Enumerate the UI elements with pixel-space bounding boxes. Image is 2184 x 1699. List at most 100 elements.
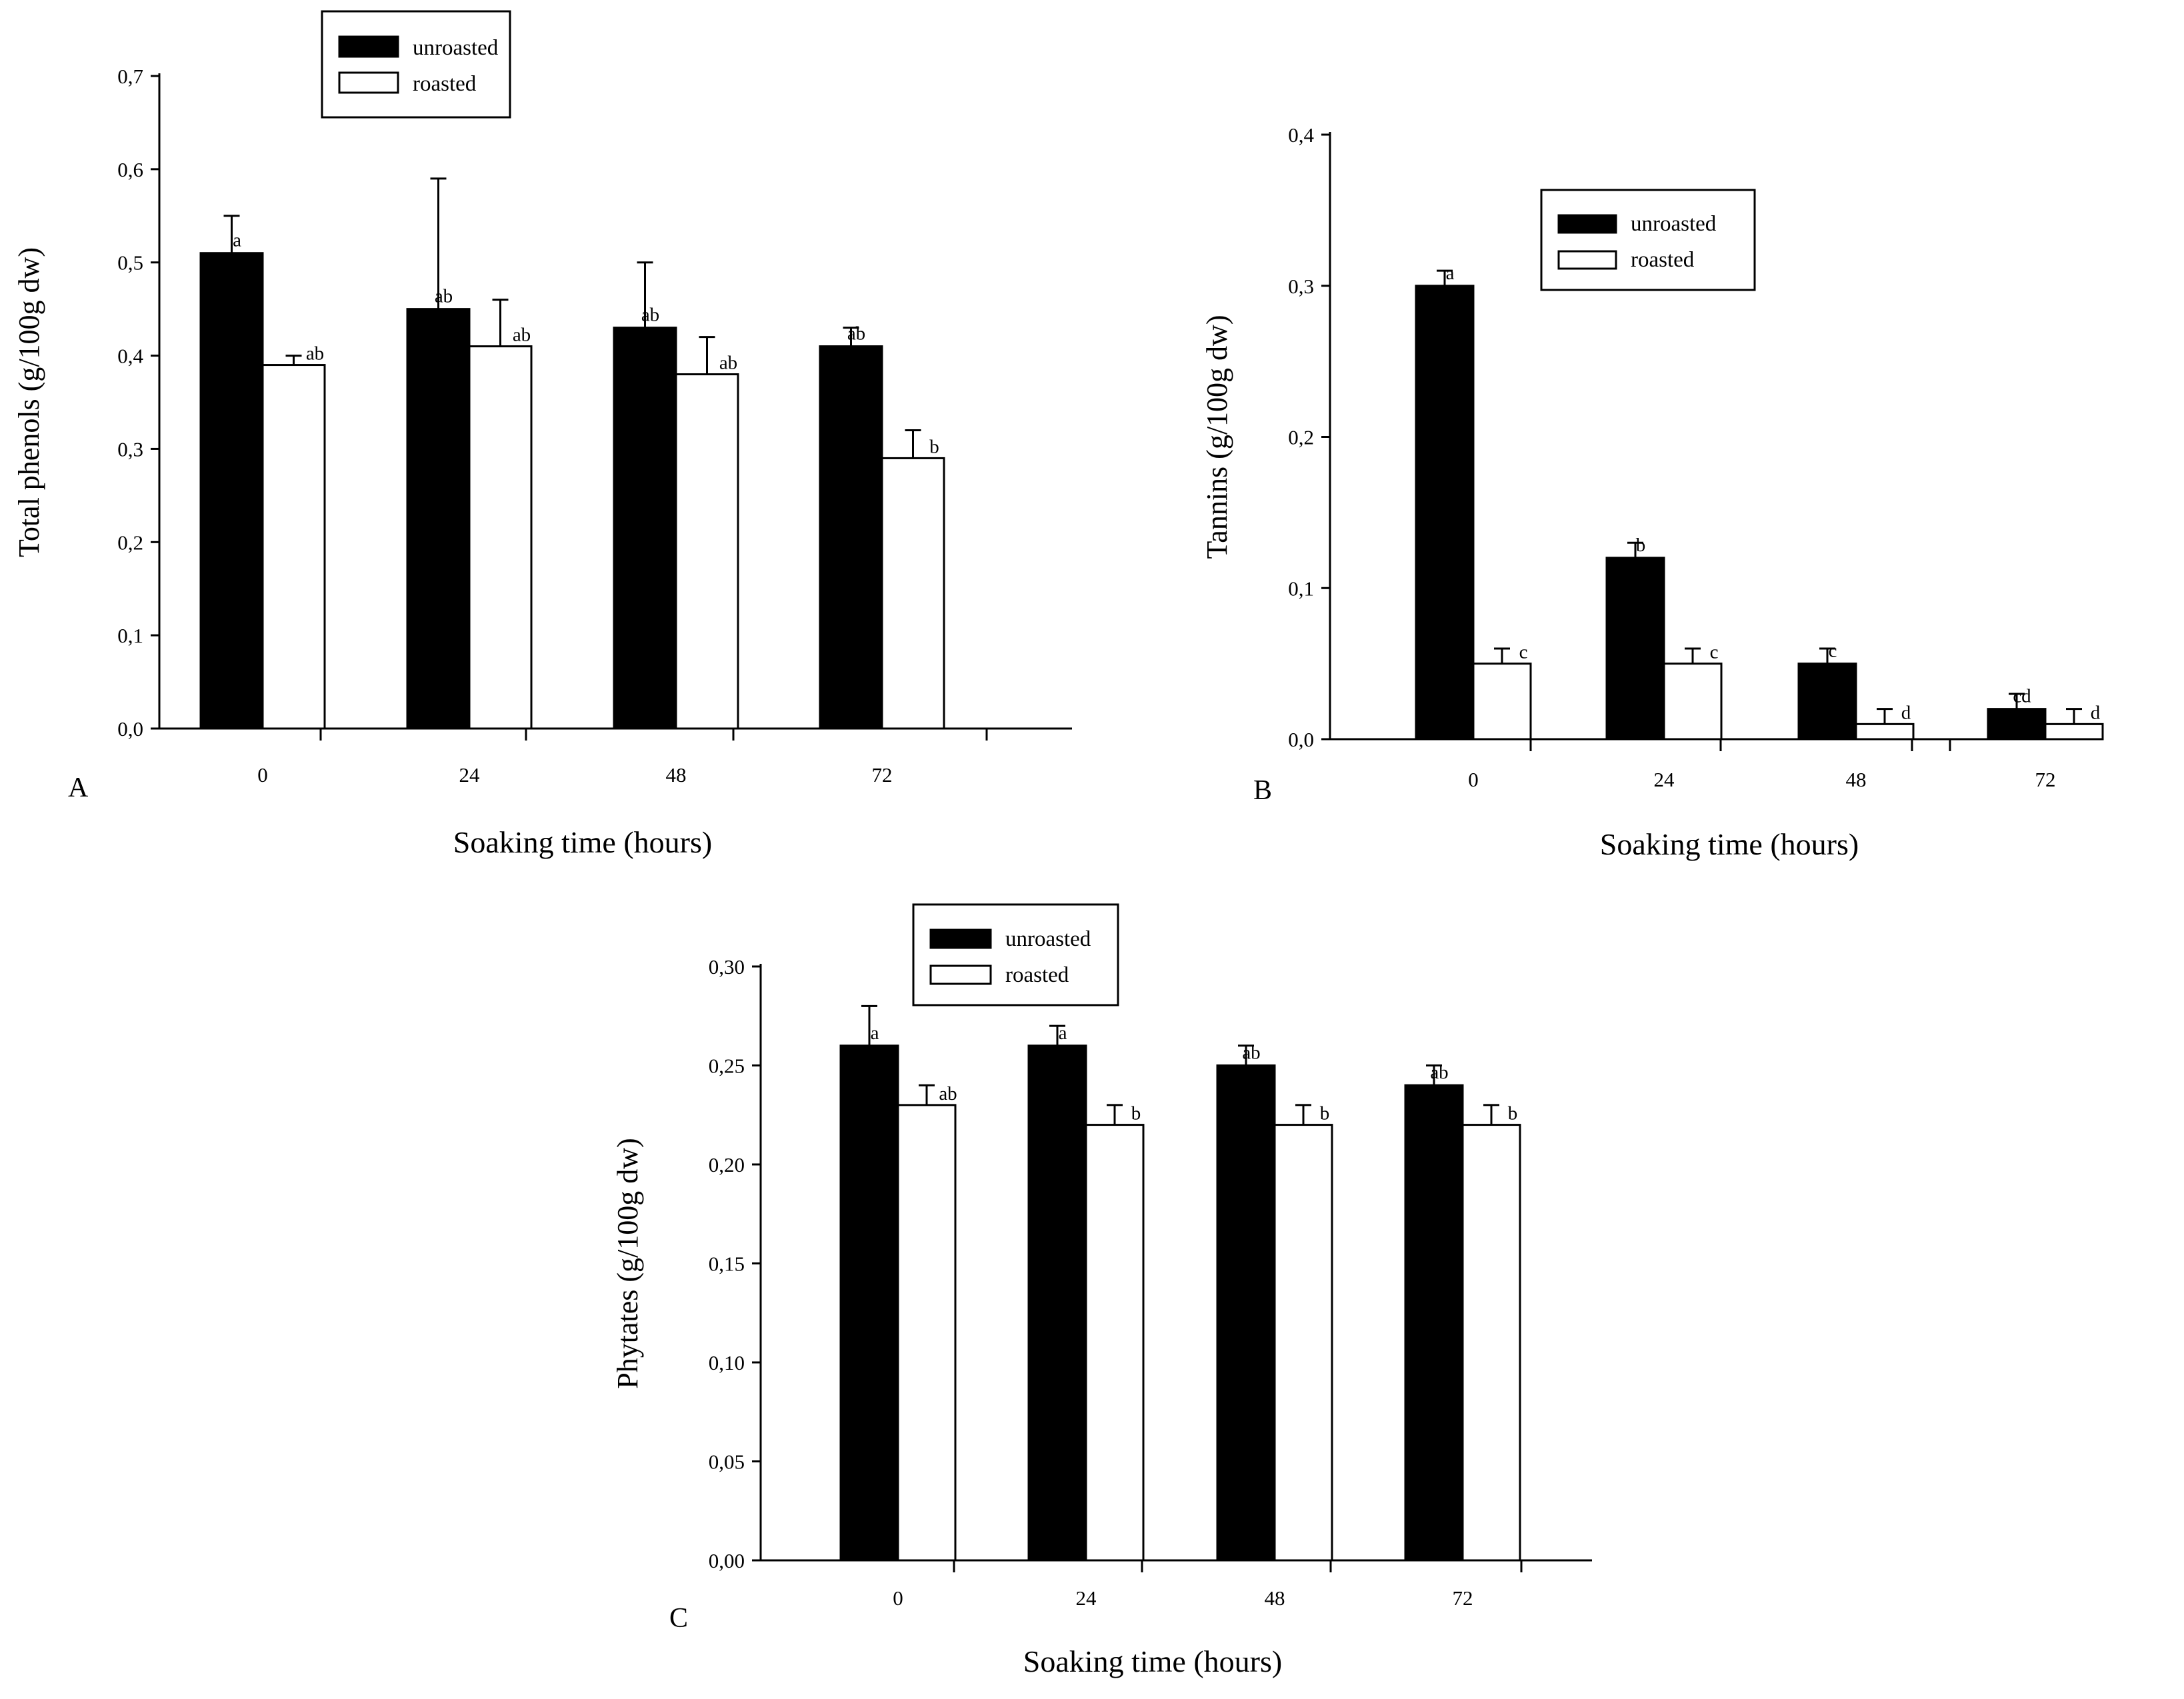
bar-unroasted-24: [1027, 1044, 1087, 1562]
y-tick-label: 0,20: [709, 1153, 745, 1176]
bar-roasted-72: [2044, 723, 2104, 741]
significance-label: d: [1901, 702, 1911, 723]
legend-box: [321, 10, 511, 119]
bar-roasted-0: [897, 1104, 957, 1562]
x-category-label: 72: [1453, 1586, 1473, 1610]
bar-roasted-72: [881, 457, 945, 730]
y-tick-label: 0,30: [709, 955, 745, 978]
bar-roasted-72: [1461, 1124, 1521, 1562]
x-category-label: 24: [1076, 1586, 1097, 1610]
significance-label: b: [1320, 1103, 1330, 1124]
x-axis-title: Soaking time (hours): [1600, 827, 1859, 861]
y-tick-label: 0,1: [117, 624, 143, 647]
significance-label: a: [1059, 1022, 1067, 1044]
y-tick-label: 0,3: [1288, 275, 1314, 298]
significance-label: d: [2091, 702, 2101, 723]
bar-unroasted-72: [1987, 708, 2047, 741]
x-category-label: 24: [1654, 768, 1675, 791]
legend-swatch-unroasted: [929, 928, 992, 949]
legend-label-roasted: roasted: [1005, 963, 1069, 987]
bar-roasted-48: [1855, 723, 1915, 741]
bar-roasted-24: [468, 345, 533, 730]
legend-swatch-roasted: [338, 71, 399, 94]
significance-label: c: [1710, 642, 1719, 663]
panel-c-phytates: 0,00 0,05 0,10 0,15 0,20 0,25 0,30 0 24 48 72 a a ab a…: [611, 903, 1592, 1678]
panel-letter: A: [68, 773, 89, 803]
panel-letter: C: [669, 1603, 688, 1634]
legend-label-unroasted: unroasted: [413, 36, 499, 60]
significance-label: c: [1519, 642, 1528, 663]
bar-roasted-0: [1472, 663, 1532, 741]
x-category-label: 72: [872, 763, 893, 787]
significance-label: cd: [2013, 686, 2031, 707]
y-tick-label: 0,10: [709, 1351, 745, 1374]
significance-label: b: [1508, 1103, 1518, 1124]
bar-unroasted-48: [1797, 663, 1857, 741]
significance-label: a: [233, 230, 241, 251]
y-tick-label: 0,00: [709, 1549, 745, 1572]
y-tick-label: 0,4: [117, 345, 143, 368]
y-tick-label: 0,2: [117, 531, 143, 554]
y-axis-title: Tannins (g/100g dw): [1201, 315, 1233, 559]
bar-unroasted-0: [1415, 285, 1475, 741]
y-tick-label: 0,6: [117, 158, 143, 181]
x-category-label: 0: [893, 1586, 903, 1610]
significance-label: b: [929, 436, 939, 457]
y-tick-label: 0,1: [1288, 577, 1314, 600]
legend-swatch-unroasted: [1557, 214, 1617, 234]
y-tick-label: 0,05: [709, 1450, 745, 1474]
significance-label: b: [1131, 1103, 1141, 1124]
bar-unroasted-72: [819, 345, 883, 730]
y-tick-label: 0,3: [117, 437, 143, 461]
y-tick-label: 0,2: [1288, 426, 1314, 449]
significance-label: a: [1446, 263, 1455, 284]
significance-label: ab: [435, 286, 453, 307]
bar-roasted-0: [261, 364, 326, 730]
significance-label: c: [1829, 641, 1837, 662]
bar-roasted-24: [1663, 663, 1723, 741]
significance-label: a: [871, 1022, 879, 1044]
legend-swatch-roasted: [929, 964, 992, 985]
y-axis-title: Total phenols (g/100g dw): [13, 247, 45, 557]
legend-swatch-roasted: [1557, 250, 1617, 270]
bar-unroasted-48: [613, 327, 677, 730]
x-category-label: 0: [257, 763, 268, 787]
y-axis-title: Phytates (g/100g dw): [611, 1138, 644, 1388]
bar-unroasted-72: [1404, 1084, 1464, 1562]
bar-unroasted-0: [839, 1044, 899, 1562]
legend-label-roasted: roasted: [413, 72, 477, 96]
x-category-label: 48: [1846, 768, 1867, 791]
panel-letter: B: [1253, 775, 1272, 806]
panel-a-total-phenols: 0,0 0,1 0,2 0,3 0,4 0,5 0,6 0,7 0 24 48 72 a ab ab ab ab…: [13, 10, 1072, 859]
x-category-label: 48: [1265, 1586, 1285, 1610]
significance-label: ab: [847, 323, 865, 345]
y-tick-label: 0,5: [117, 251, 143, 275]
bar-unroasted-24: [406, 308, 471, 730]
legend-swatch-unroasted: [338, 35, 399, 58]
significance-label: b: [1636, 535, 1646, 556]
x-axis-title: Soaking time (hours): [453, 825, 712, 859]
significance-label: ab: [1430, 1062, 1448, 1083]
legend-label-unroasted: unroasted: [1631, 212, 1717, 236]
significance-label: ab: [939, 1083, 957, 1104]
legend-label-roasted: roasted: [1631, 248, 1695, 272]
y-tick-label: 0,7: [117, 65, 143, 88]
x-axis-title: Soaking time (hours): [1023, 1644, 1282, 1678]
y-tick-label: 0,15: [709, 1252, 745, 1276]
significance-label: ab: [1242, 1042, 1260, 1064]
x-category-label: 0: [1468, 768, 1479, 791]
bar-unroasted-48: [1216, 1064, 1276, 1562]
y-tick-label: 0,0: [117, 717, 143, 741]
legend-box: [1540, 189, 1756, 291]
x-category-label: 48: [666, 763, 687, 787]
bar-unroasted-24: [1605, 557, 1665, 741]
bar-roasted-48: [675, 373, 739, 730]
significance-label: ab: [719, 353, 737, 374]
y-tick-label: 0,0: [1288, 728, 1314, 751]
legend-label-unroasted: unroasted: [1005, 927, 1091, 951]
significance-label: ab: [641, 305, 659, 326]
x-category-label: 72: [2035, 768, 2056, 791]
bar-roasted-24: [1085, 1124, 1145, 1562]
bar-roasted-48: [1273, 1124, 1333, 1562]
